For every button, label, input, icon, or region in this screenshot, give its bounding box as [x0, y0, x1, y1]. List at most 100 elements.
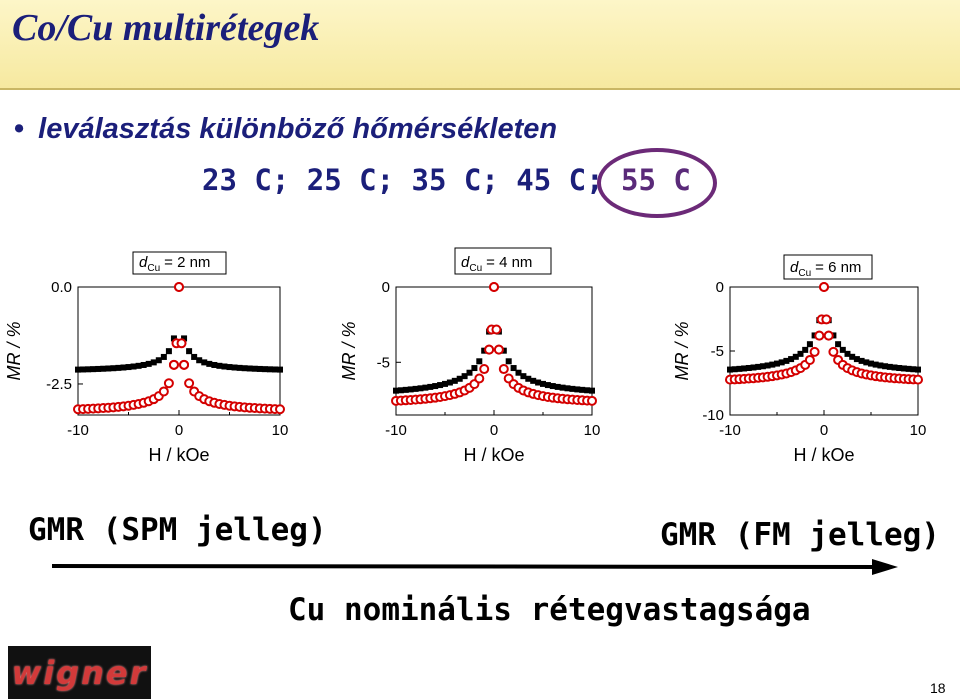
data-point-square	[120, 364, 127, 371]
x-tick-label: -10	[67, 422, 89, 439]
data-point-square	[165, 348, 172, 355]
data-point-square	[863, 359, 870, 366]
data-point-square	[584, 387, 591, 394]
data-point-square	[266, 366, 273, 373]
data-point-square	[886, 363, 893, 370]
data-point-square	[839, 346, 846, 353]
y-tick-label: 0	[382, 279, 390, 296]
data-point-square	[549, 383, 556, 390]
data-point-square	[802, 346, 809, 353]
data-point-square	[574, 386, 581, 393]
data-point-square	[783, 357, 790, 364]
y-tick-label: 0.0	[51, 279, 72, 296]
data-point-square	[231, 364, 238, 371]
legend-label: dCu = 4 nm	[461, 254, 532, 274]
data-point-square	[505, 358, 512, 365]
data-point-square	[407, 386, 414, 393]
data-point-square	[797, 350, 804, 357]
data-point-square	[427, 383, 434, 390]
data-point-square	[589, 387, 595, 394]
data-point-square	[432, 383, 439, 390]
data-point-circle	[587, 395, 597, 406]
data-point-square	[515, 369, 522, 376]
x-tick-label: 10	[584, 422, 601, 439]
caption-gmr-spm: GMR (SPM jelleg)	[28, 512, 327, 548]
data-point-square	[530, 377, 537, 384]
y-tick-label: -5	[377, 354, 390, 371]
series-group	[73, 282, 285, 415]
chart-2: -10 0 10 0 -5 H / kOe MR / % dCu = 4 nm	[339, 247, 601, 465]
data-point-square	[277, 366, 283, 373]
title-bar: Co/Cu multirétegek	[0, 0, 960, 90]
data-point-square	[877, 362, 884, 369]
x-tick-label: 0	[820, 422, 828, 439]
data-point-square	[481, 347, 488, 354]
data-point-square	[451, 377, 458, 384]
data-point-square	[769, 361, 776, 368]
y-tick-label: 0	[716, 279, 724, 296]
data-point-square	[393, 387, 399, 394]
data-point-square	[211, 361, 218, 368]
data-point-circle	[823, 330, 834, 341]
thickness-arrow	[51, 559, 898, 575]
data-point-square	[90, 366, 97, 373]
data-point-square	[915, 366, 921, 373]
data-point-square	[95, 365, 102, 372]
data-point-square	[150, 359, 157, 366]
data-point-square	[750, 364, 757, 371]
data-point-square	[186, 348, 193, 355]
x-tick-label: -10	[385, 422, 407, 439]
x-axis-label: H / kOe	[148, 445, 209, 465]
data-point-square	[764, 362, 771, 369]
data-point-circle	[809, 346, 820, 357]
data-point-circle	[828, 346, 839, 357]
data-point-square	[160, 353, 167, 360]
data-point-square	[731, 366, 738, 373]
data-point-square	[858, 357, 865, 364]
data-point-circle	[498, 364, 509, 375]
data-point-square	[155, 357, 162, 364]
plot-frame	[729, 286, 919, 416]
data-point-square	[564, 385, 571, 392]
data-point-square	[788, 356, 795, 363]
data-point-square	[736, 365, 743, 372]
data-point-square	[85, 366, 92, 373]
legend-box	[132, 251, 227, 275]
data-point-circle	[158, 386, 169, 397]
data-point-square	[446, 379, 453, 386]
series-group	[725, 282, 923, 385]
data-point-square	[471, 365, 478, 372]
data-point-square	[896, 364, 903, 371]
data-point-square	[442, 380, 448, 387]
data-point-square	[236, 364, 243, 371]
x-axis-label: H / kOe	[463, 445, 524, 465]
data-point-square	[417, 385, 424, 392]
data-point-square	[882, 363, 889, 370]
data-point-square	[806, 341, 813, 348]
data-point-circle	[489, 282, 499, 292]
highlight-ellipse	[597, 148, 717, 218]
data-point-square	[80, 366, 87, 373]
data-point-square	[510, 365, 517, 372]
data-point-square	[910, 366, 917, 373]
data-point-square	[196, 357, 203, 364]
data-point-circle	[821, 314, 832, 325]
caption-gmr-fm: GMR (FM jelleg)	[660, 517, 940, 553]
data-point-square	[868, 360, 874, 367]
bullet-text: leválasztás különböző hőmérsékleten	[38, 113, 558, 145]
data-point-square	[456, 375, 463, 382]
data-point-square	[535, 379, 542, 386]
data-point-square	[181, 335, 188, 342]
data-point-square	[525, 375, 532, 382]
x-tick-label: 10	[272, 422, 289, 439]
data-point-square	[397, 387, 404, 394]
data-point-square	[105, 365, 112, 372]
data-point-circle	[479, 364, 490, 375]
data-point-square	[437, 382, 444, 389]
y-tick-label: -5	[711, 343, 724, 360]
data-point-square	[125, 364, 132, 371]
data-point-square	[256, 365, 263, 372]
data-point-square	[835, 341, 842, 348]
data-point-square	[206, 360, 213, 367]
data-point-square	[466, 369, 473, 376]
